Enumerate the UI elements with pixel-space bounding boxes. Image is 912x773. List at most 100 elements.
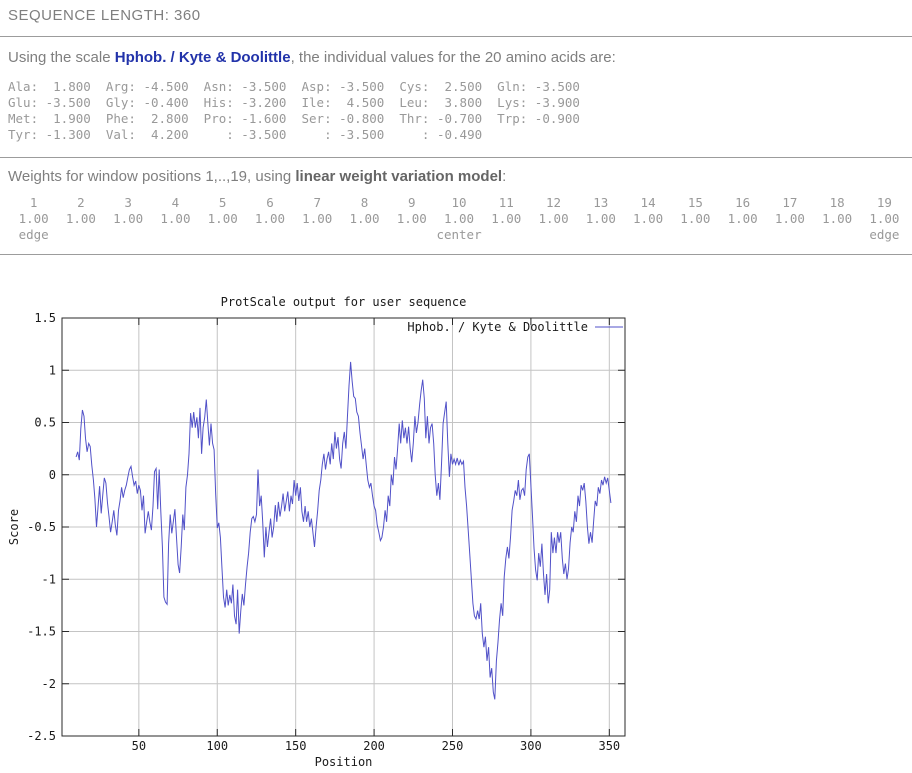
weight-cell: 1.00 xyxy=(254,211,286,226)
hydropathy-plot: 50 100 150 200 250 300 350 -2.5 -2 -1.5 -1 -0.5 0 0.5… xyxy=(7,295,626,769)
weight-cell: 14 xyxy=(640,195,656,210)
protscale-chart-image: 50 100 150 200 250 300 350 -2.5 -2 -1.5 -1 -0.5 0 0.5… xyxy=(0,290,912,773)
y-tick-label: -2 xyxy=(42,677,56,691)
y-tick-label: -0.5 xyxy=(27,520,56,534)
weights-suffix: : xyxy=(502,168,507,185)
x-tick-label: 350 xyxy=(598,739,620,753)
x-tick-label: 200 xyxy=(363,739,385,753)
y-tick-label: -2.5 xyxy=(27,729,56,743)
weight-cell xyxy=(294,227,341,243)
weight-cell: 2 xyxy=(77,195,85,210)
weight-cell: 3 xyxy=(124,195,132,210)
weight-cell: 1.00 xyxy=(302,211,333,226)
weight-cell xyxy=(719,227,766,243)
weight-cell: 1.00 xyxy=(349,211,380,226)
y-tick-label: 0.5 xyxy=(34,416,56,430)
y-tick-label: 1.5 xyxy=(34,311,56,325)
weight-cell: 1.00 xyxy=(633,211,664,226)
x-tick-label: 100 xyxy=(206,739,228,753)
weight-cell: 1.00 xyxy=(113,211,144,226)
weight-cell: 9 xyxy=(407,195,416,210)
weight-cell: 17 xyxy=(782,195,798,210)
weight-cell: 1.00 xyxy=(538,211,569,226)
weight-cell: 4 xyxy=(171,195,180,210)
x-tick-label: 50 xyxy=(132,739,146,753)
weight-cell xyxy=(152,227,199,243)
weight-cell: 1.00 xyxy=(207,211,238,226)
weight-cell: 12 xyxy=(546,195,562,210)
weight-cell: 1.00 xyxy=(822,211,853,226)
weight-cell: 5 xyxy=(218,195,227,210)
weights-annotation-row: edge center edge xyxy=(10,227,908,243)
weight-cell: 1.00 xyxy=(443,211,475,226)
weight-cell xyxy=(199,227,246,243)
x-tick-label: 250 xyxy=(442,739,464,753)
weight-cell: 19 xyxy=(876,195,892,210)
weight-cell: 1.00 xyxy=(396,211,427,226)
weight-cell xyxy=(388,227,435,243)
weight-cell: 11 xyxy=(498,195,514,210)
weight-cell: 1.00 xyxy=(727,211,758,226)
weight-cell xyxy=(624,227,671,243)
weight-cell: edge xyxy=(18,227,49,242)
weight-cell xyxy=(246,227,293,243)
divider xyxy=(0,36,912,37)
chart-title: ProtScale output for user sequence xyxy=(221,295,467,309)
weight-cell: 1 xyxy=(29,195,38,210)
scale-name-link[interactable]: Hphob. / Kyte & Doolittle xyxy=(114,49,291,66)
x-tick-label: 150 xyxy=(285,739,307,753)
y-tick-label: 0 xyxy=(49,468,56,482)
weight-cell: 1.00 xyxy=(160,211,191,226)
x-tick-label: 300 xyxy=(520,739,542,753)
weight-cell: 16 xyxy=(735,195,751,210)
aa-row: Glu: -3.500 Gly: -0.400 His: -3.200 Ile:… xyxy=(8,95,580,110)
weight-model-name: linear weight variation model xyxy=(295,168,503,185)
weight-cell xyxy=(766,227,813,243)
weights-prefix: Weights for window positions 1,..,19, us… xyxy=(8,168,296,185)
weight-cell xyxy=(105,227,152,243)
intro-prefix: Using the scale xyxy=(8,49,115,66)
aa-row: Ala: 1.800 Arg: -4.500 Asn: -3.500 Asp: … xyxy=(8,79,580,94)
weight-cell xyxy=(57,227,104,243)
scale-intro-line: Using the scale Hphob. / Kyte & Doolittl… xyxy=(8,49,616,66)
weight-cell xyxy=(341,227,388,243)
weight-cell: 1.00 xyxy=(65,211,96,226)
weight-cell: 1.00 xyxy=(18,211,49,226)
intro-suffix: , the individual values for the 20 amino… xyxy=(290,49,616,66)
weights-value-row: 1.00 1.00 1.00 1.00 1.00 1.00 1.00 1.00 1.00 1.00… xyxy=(10,211,908,227)
weights-heading: Weights for window positions 1,..,19, us… xyxy=(8,168,506,185)
x-axis-label: Position xyxy=(315,755,373,769)
y-tick-label: -1 xyxy=(42,572,56,586)
divider xyxy=(0,254,912,255)
plot-border xyxy=(61,317,626,737)
weight-cell: 7 xyxy=(313,195,321,210)
weight-cell xyxy=(530,227,577,243)
weight-cell xyxy=(577,227,624,243)
sequence-length-label: SEQUENCE LENGTH: 360 xyxy=(8,7,201,24)
weights-position-row: 1 2 3 4 5 6 7 8 9 10 11 12 13 14 15 16 17 18 19 xyxy=(10,195,908,211)
weight-cell xyxy=(814,227,861,243)
weight-cell: edge xyxy=(869,227,900,242)
weight-cell: 6 xyxy=(266,195,274,210)
weight-cell: 15 xyxy=(687,195,703,210)
y-axis-label: Score xyxy=(7,509,21,545)
weight-cell: 18 xyxy=(829,195,845,210)
weight-cell: center xyxy=(436,227,482,242)
legend-label: Hphob. / Kyte & Doolittle xyxy=(407,320,588,334)
weight-cell: 10 xyxy=(451,195,467,210)
weight-cell: 8 xyxy=(360,195,369,210)
aa-row: Tyr: -1.300 Val: 4.200 : -3.500 : -3.500… xyxy=(8,127,483,142)
amino-acid-values-table: Ala: 1.800 Arg: -4.500 Asn: -3.500 Asp: … xyxy=(8,79,580,143)
weight-cell: 1.00 xyxy=(491,211,522,226)
y-tick-label: -1.5 xyxy=(27,625,56,639)
aa-row: Met: 1.900 Phe: 2.800 Pro: -1.600 Ser: -… xyxy=(8,111,580,126)
weight-cell xyxy=(483,227,530,243)
weight-cell: 13 xyxy=(593,195,609,210)
weight-cell: 1.00 xyxy=(585,211,616,226)
y-tick-label: 1 xyxy=(49,363,56,377)
divider xyxy=(0,157,912,158)
weight-cell xyxy=(672,227,719,243)
weight-cell: 1.00 xyxy=(680,211,711,226)
weight-cell: 1.00 xyxy=(774,211,805,226)
